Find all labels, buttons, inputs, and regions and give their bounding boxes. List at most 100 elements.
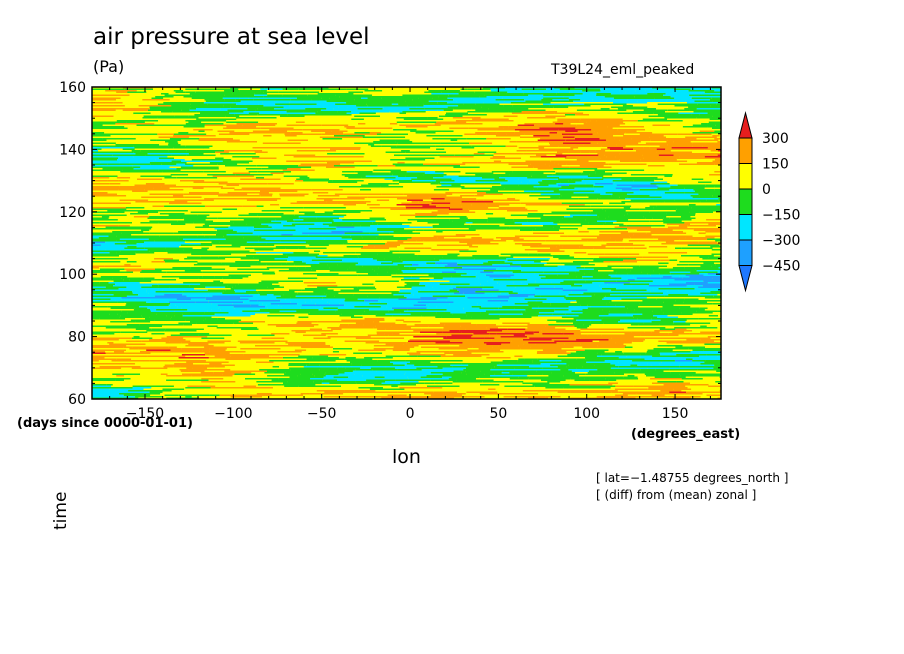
heatmap-cell <box>127 273 155 275</box>
heatmap-cell <box>344 172 358 175</box>
heatmap-cell <box>120 331 148 334</box>
heatmap-cell <box>102 124 124 127</box>
heatmap-cell <box>687 225 717 227</box>
heatmap-cell <box>108 370 117 373</box>
heatmap-cell <box>418 291 460 293</box>
heatmap-cell <box>397 123 435 125</box>
heatmap-cell <box>539 312 564 314</box>
heatmap-cell <box>681 312 713 314</box>
heatmap-cell <box>349 267 378 269</box>
heatmap-cell <box>708 121 721 124</box>
heatmap-cell <box>220 187 235 190</box>
heatmap-cell <box>298 247 308 250</box>
heatmap-cell <box>680 216 691 218</box>
heatmap-cell <box>303 229 347 232</box>
heatmap-cell <box>125 207 135 209</box>
heatmap-cell <box>518 178 559 181</box>
heatmap-cell <box>272 283 285 286</box>
heatmap-cell <box>480 117 504 119</box>
heatmap-cell <box>575 114 590 116</box>
heatmap-cell <box>707 238 721 241</box>
heatmap-cell <box>559 220 582 223</box>
heatmap-cell <box>586 187 616 190</box>
heatmap-cell <box>163 366 174 368</box>
heatmap-cell <box>212 295 253 298</box>
heatmap-cell <box>453 354 490 356</box>
heatmap-cell <box>351 316 363 319</box>
heatmap-cell <box>150 139 157 142</box>
heatmap-cell <box>209 162 250 164</box>
heatmap-cell <box>363 180 393 182</box>
heatmap-cell <box>410 361 431 364</box>
heatmap-cell <box>422 270 463 272</box>
heatmap-cell <box>548 259 559 262</box>
heatmap-cell <box>484 232 521 235</box>
heatmap-cell <box>261 319 301 322</box>
heatmap-cell <box>554 310 572 313</box>
heatmap-cell <box>347 355 386 358</box>
heatmap-cell <box>98 237 138 239</box>
heatmap-cell <box>311 352 319 355</box>
heatmap-cell <box>600 193 613 196</box>
heatmap-cell <box>92 211 125 214</box>
heatmap-cell <box>649 147 672 149</box>
heatmap-cell <box>185 339 204 341</box>
heatmap-cell <box>689 333 711 335</box>
heatmap-cell <box>92 138 103 140</box>
heatmap-cell <box>256 318 281 320</box>
heatmap-cell <box>468 364 497 367</box>
heatmap-cell <box>651 175 658 178</box>
heatmap-cell <box>487 300 509 302</box>
heatmap-cell <box>231 253 264 256</box>
heatmap-cell <box>714 138 721 140</box>
heatmap-cell <box>586 300 612 302</box>
heatmap-cell <box>138 225 149 227</box>
heatmap-cell <box>445 114 487 116</box>
heatmap-cell <box>143 361 187 364</box>
heatmap-cell <box>443 118 473 121</box>
heatmap-cell <box>407 280 450 283</box>
heatmap-cell <box>218 133 250 136</box>
heatmap-cell <box>150 352 191 355</box>
heatmap-cell <box>568 273 585 275</box>
heatmap-cell <box>670 273 700 275</box>
heatmap-cell <box>209 250 250 253</box>
heatmap-cell <box>140 351 163 353</box>
heatmap-cell <box>476 198 487 200</box>
heatmap-cell <box>597 237 611 239</box>
heatmap-cell <box>386 241 404 244</box>
heatmap-cell <box>179 369 189 371</box>
heatmap-cell <box>612 180 634 182</box>
heatmap-cell <box>372 358 391 361</box>
heatmap-cell <box>339 244 356 247</box>
heatmap-cell <box>381 190 418 193</box>
heatmap-cell <box>561 348 577 350</box>
heatmap-cell <box>383 375 427 377</box>
heatmap-cell <box>275 367 290 370</box>
heatmap-cell <box>535 280 564 283</box>
heatmap-cell <box>418 345 460 347</box>
heatmap-cell <box>525 328 566 331</box>
heatmap-cell <box>600 88 607 91</box>
heatmap-cell <box>655 222 664 224</box>
heatmap-cell <box>180 366 215 368</box>
heatmap-cell <box>640 345 658 347</box>
heatmap-cell <box>303 100 327 103</box>
heatmap-cell <box>99 97 121 100</box>
heatmap-cell <box>674 97 692 100</box>
heatmap-cell <box>319 157 363 160</box>
heatmap-cell <box>637 364 652 367</box>
heatmap-cell <box>679 121 709 124</box>
heatmap-cell <box>611 267 622 269</box>
heatmap-cell <box>666 223 690 226</box>
heatmap-cell <box>92 250 121 253</box>
heatmap-cell <box>526 150 569 152</box>
heatmap-cell <box>436 231 443 233</box>
heatmap-cell <box>497 316 532 319</box>
heatmap-cell <box>368 174 393 176</box>
heatmap-cell <box>148 292 184 295</box>
heatmap-cell <box>226 252 256 254</box>
heatmap-cell <box>283 225 296 227</box>
heatmap-cell <box>350 120 360 122</box>
heatmap-cell <box>92 324 127 326</box>
